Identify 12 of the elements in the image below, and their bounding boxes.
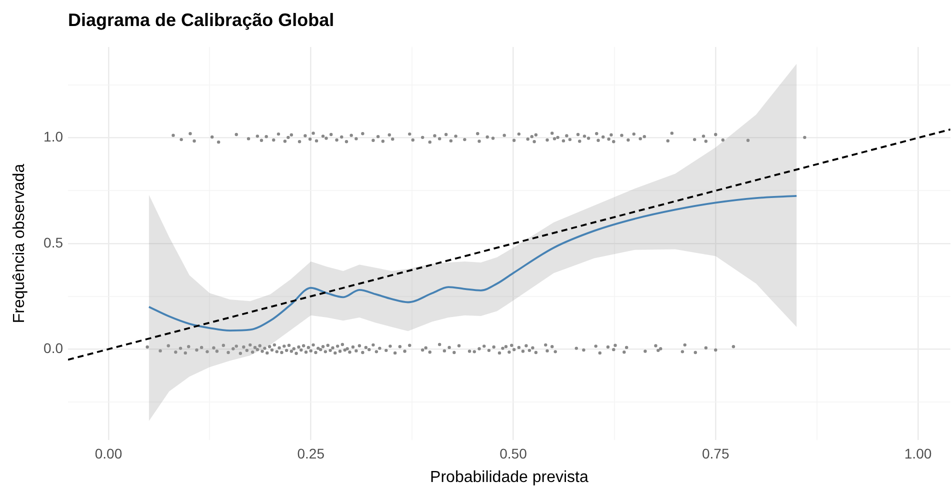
x-tick-label: 0.75 bbox=[702, 445, 730, 462]
x-tick-label: 0.25 bbox=[297, 445, 325, 462]
x-tick-label: 0.50 bbox=[500, 445, 528, 462]
y-axis-title: Frequência observada bbox=[11, 164, 28, 324]
y-tick-label: 0.0 bbox=[44, 340, 64, 356]
y-tick-label: 0.5 bbox=[44, 234, 64, 250]
x-axis-title: Probabilidade prevista bbox=[430, 468, 588, 486]
y-tick-label: 1.0 bbox=[44, 128, 64, 145]
line-series bbox=[148, 195, 798, 332]
chart-title: Diagrama de Calibração Global bbox=[68, 10, 334, 31]
x-tick-label: 1.00 bbox=[904, 445, 932, 462]
x-tick-label: 0.00 bbox=[94, 445, 122, 462]
